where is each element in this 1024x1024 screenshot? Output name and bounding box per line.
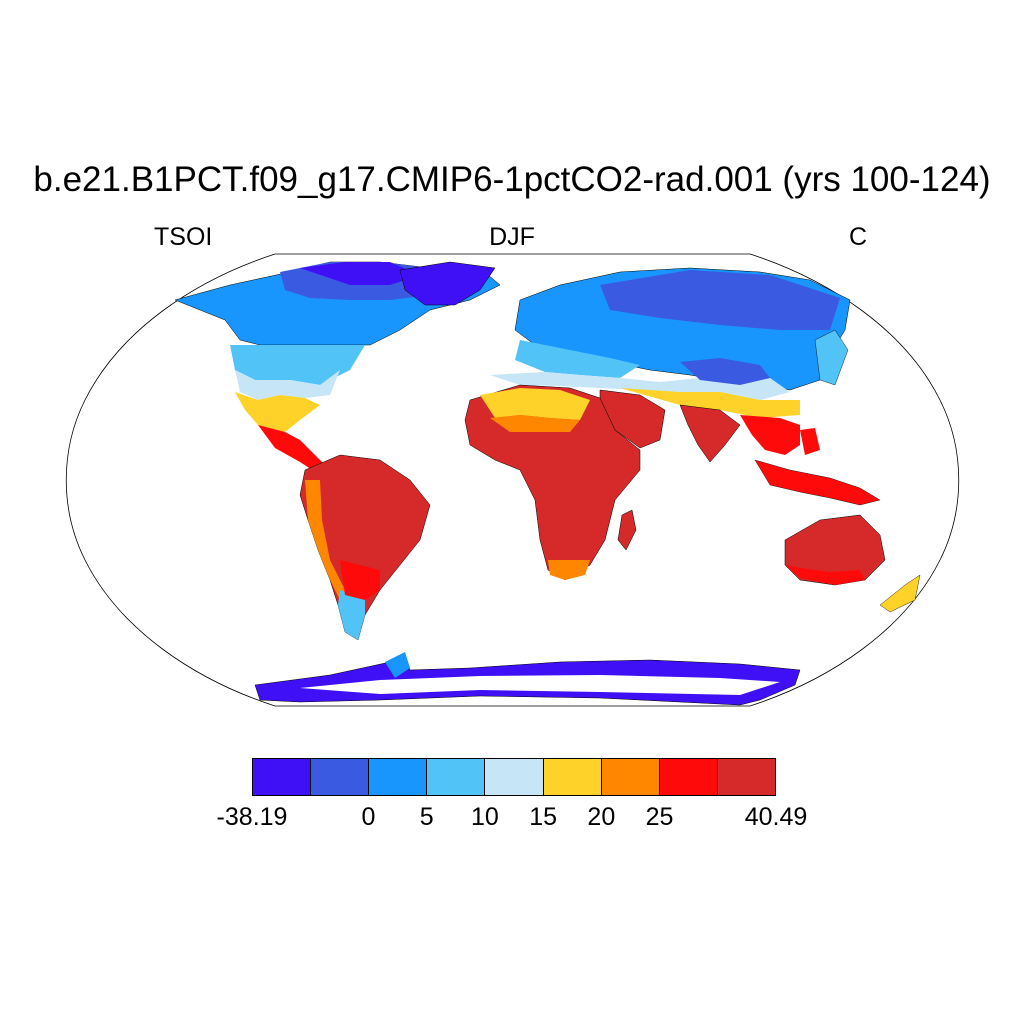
greenland bbox=[399, 261, 496, 306]
colorbar-label: 25 bbox=[645, 803, 674, 831]
colorbar-segment-5 bbox=[543, 759, 602, 795]
antarctic-peninsula bbox=[385, 652, 410, 678]
japan-korea bbox=[814, 329, 849, 386]
south-asia-yellow bbox=[620, 388, 800, 418]
colorbar-label: 15 bbox=[529, 803, 558, 831]
colorbar-segment-4 bbox=[485, 759, 544, 795]
madagascar bbox=[617, 509, 637, 551]
patagonia bbox=[338, 590, 365, 640]
andes-west-coast bbox=[305, 480, 345, 600]
colorbar-label: -38.19 bbox=[216, 803, 288, 831]
siberia bbox=[600, 270, 840, 330]
sahara-orange bbox=[490, 415, 580, 432]
tibet bbox=[680, 358, 770, 385]
colorbar-segment-0 bbox=[253, 759, 312, 795]
central-america bbox=[258, 425, 330, 475]
north-america-warm bbox=[235, 370, 340, 400]
new-zealand bbox=[879, 574, 921, 613]
season-label: DJF bbox=[489, 223, 535, 251]
colorbar-segment-7 bbox=[659, 759, 718, 795]
colorbar-label: 10 bbox=[470, 803, 499, 831]
australia-south bbox=[785, 565, 865, 585]
figure-title: b.e21.B1PCT.f09_g17.CMIP6-1pctCO2-rad.00… bbox=[33, 160, 991, 199]
colorbar-label: 0 bbox=[361, 803, 376, 831]
europe-mild bbox=[515, 340, 640, 378]
colorbar-label: 40.49 bbox=[744, 803, 808, 831]
colorbar-segment-2 bbox=[369, 759, 428, 795]
colorbar-label: 5 bbox=[419, 803, 434, 831]
indonesia bbox=[754, 459, 881, 506]
variable-label: TSOI bbox=[154, 223, 213, 251]
southern-africa-tip bbox=[548, 560, 590, 580]
australia bbox=[784, 514, 886, 586]
units-label: C bbox=[849, 223, 868, 251]
india bbox=[679, 404, 741, 463]
arctic-islands bbox=[300, 262, 420, 285]
antarctica-interior bbox=[300, 675, 780, 695]
sahara-yellow bbox=[480, 388, 590, 420]
colorbar bbox=[252, 758, 776, 796]
africa bbox=[464, 384, 641, 581]
mexico bbox=[235, 392, 320, 438]
philippines bbox=[800, 428, 820, 455]
southern-cone-red bbox=[340, 560, 380, 600]
colorbar-label: 20 bbox=[587, 803, 616, 831]
north-america-mid bbox=[230, 345, 365, 385]
colorbar-segment-8 bbox=[717, 759, 775, 795]
southeast-asia bbox=[740, 415, 800, 455]
colorbar-segment-6 bbox=[601, 759, 660, 795]
colorbar-segment-3 bbox=[427, 759, 486, 795]
colorbar-segment-1 bbox=[311, 759, 370, 795]
